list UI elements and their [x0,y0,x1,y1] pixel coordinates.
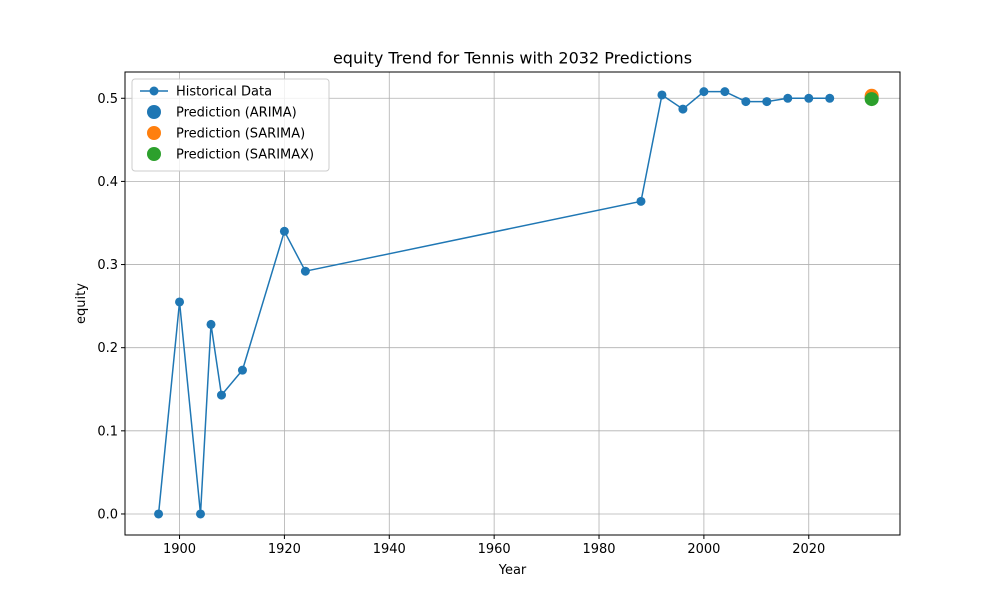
data-point [762,97,772,107]
data-point [657,90,667,100]
axis-ticks: 1900 1920 1940 1960 1980 2000 2020 0.0 0.1 0.2 0.3… [97,92,825,557]
series-layer [154,87,879,519]
legend-marker-swatch [147,105,161,119]
x-tick-label: 2020 [792,542,825,557]
data-point [237,365,247,375]
y-tick-label: 0.0 [97,507,118,522]
x-tick-label: 1900 [163,542,196,557]
plot-area-frame [124,71,901,536]
legend-label: Prediction (SARIMAX) [176,148,314,163]
legend-entry: Prediction (SARIMAX) [147,147,314,163]
series-3 [864,92,879,107]
y-tick-label: 0.3 [97,258,118,273]
legend-marker-swatch [147,126,161,140]
y-tick-label: 0.5 [97,92,118,107]
legend-entry: Historical Data [140,85,272,100]
legend-box [131,78,330,172]
legend: Historical Data Prediction (ARIMA) Predict… [131,78,330,172]
prediction-point [864,92,879,107]
legend-entry: Prediction (ARIMA) [147,105,297,121]
data-point [206,319,216,329]
data-point [720,87,730,97]
y-tick-label: 0.4 [97,175,118,190]
legend-label: Prediction (ARIMA) [176,106,297,121]
data-point [300,266,310,276]
legend-marker-swatch [149,86,159,96]
data-point [699,87,709,97]
legend-entry: Prediction (SARIMA) [147,126,305,142]
legend-label: Prediction (SARIMA) [176,127,305,142]
grid [125,72,900,535]
data-point [279,226,289,236]
data-point [825,93,835,103]
legend-label: Historical Data [176,85,272,100]
series-0 [154,87,835,519]
x-tick-label: 2000 [687,542,720,557]
x-tick-label: 1940 [373,542,406,557]
y-axis-title: equity [74,283,89,324]
data-point [216,390,226,400]
x-tick-label: 1920 [268,542,301,557]
data-point [741,97,751,107]
data-point [154,509,164,519]
y-tick-label: 0.1 [97,424,118,439]
data-point [196,509,206,519]
data-point [636,196,646,206]
x-tick-label: 1960 [478,542,511,557]
x-tick-label: 1980 [582,542,615,557]
data-point [678,104,688,114]
legend-marker-swatch [147,147,161,161]
y-tick-label: 0.2 [97,341,118,356]
data-point [783,93,793,103]
chart-title: equity Trend for Tennis with 2032 Predic… [333,49,692,68]
data-point [175,297,185,307]
data-point [804,93,814,103]
x-axis-title: Year [498,563,527,578]
